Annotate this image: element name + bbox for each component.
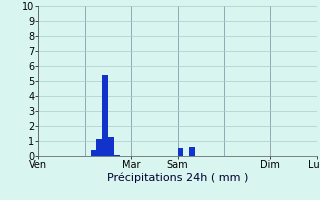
X-axis label: Précipitations 24h ( mm ): Précipitations 24h ( mm ) <box>107 173 248 183</box>
Bar <box>178 148 183 156</box>
Bar <box>96 139 102 156</box>
Bar <box>102 75 108 156</box>
Bar <box>108 137 114 156</box>
Bar <box>114 155 120 156</box>
Bar <box>91 150 96 156</box>
Bar <box>189 147 195 156</box>
